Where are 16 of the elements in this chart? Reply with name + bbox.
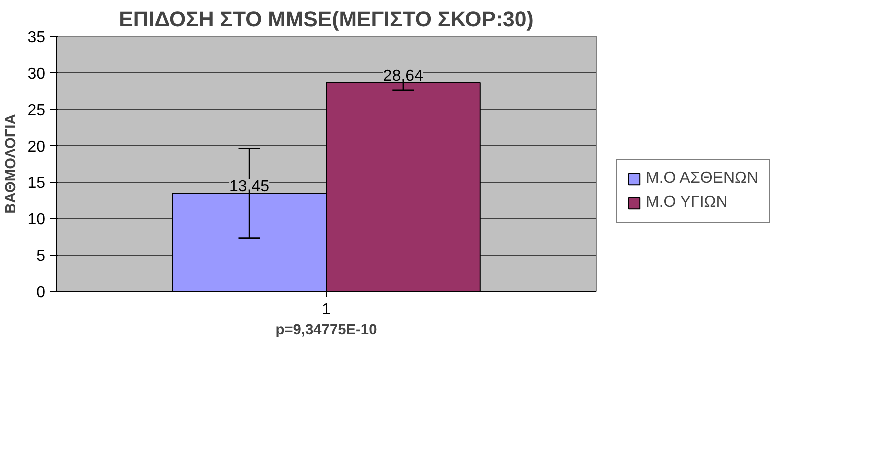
y-tick-label: 15 bbox=[28, 175, 46, 192]
y-tick-label: 30 bbox=[28, 66, 46, 83]
y-tick-label: 20 bbox=[28, 138, 46, 156]
y-tick-label: 10 bbox=[28, 212, 46, 229]
chart-title: ΕΠΙΔΟΣΗ ΣΤΟ MMSE(ΜΕΓΙΣΤΟ ΣΚΟΡ:30) bbox=[119, 8, 534, 32]
y-axis-title: ΒΑΘΜΟΛΟΓΙΑ bbox=[4, 114, 20, 214]
legend-label: Μ.Ο ΑΣΘΕΝΩΝ bbox=[646, 170, 759, 188]
data-label: 13,45 bbox=[230, 178, 270, 196]
y-tick-label: 25 bbox=[28, 102, 46, 120]
x-tick-label: 1 bbox=[322, 302, 332, 318]
legend-label: Μ.Ο ΥΓΙΩΝ bbox=[646, 194, 728, 212]
data-label: 28,64 bbox=[383, 68, 424, 85]
x-axis-title: p=9,34775E-10 bbox=[276, 322, 378, 338]
y-tick-label: 0 bbox=[36, 284, 46, 302]
y-tick-label: 35 bbox=[28, 30, 46, 46]
y-tick-label: 5 bbox=[36, 248, 46, 266]
